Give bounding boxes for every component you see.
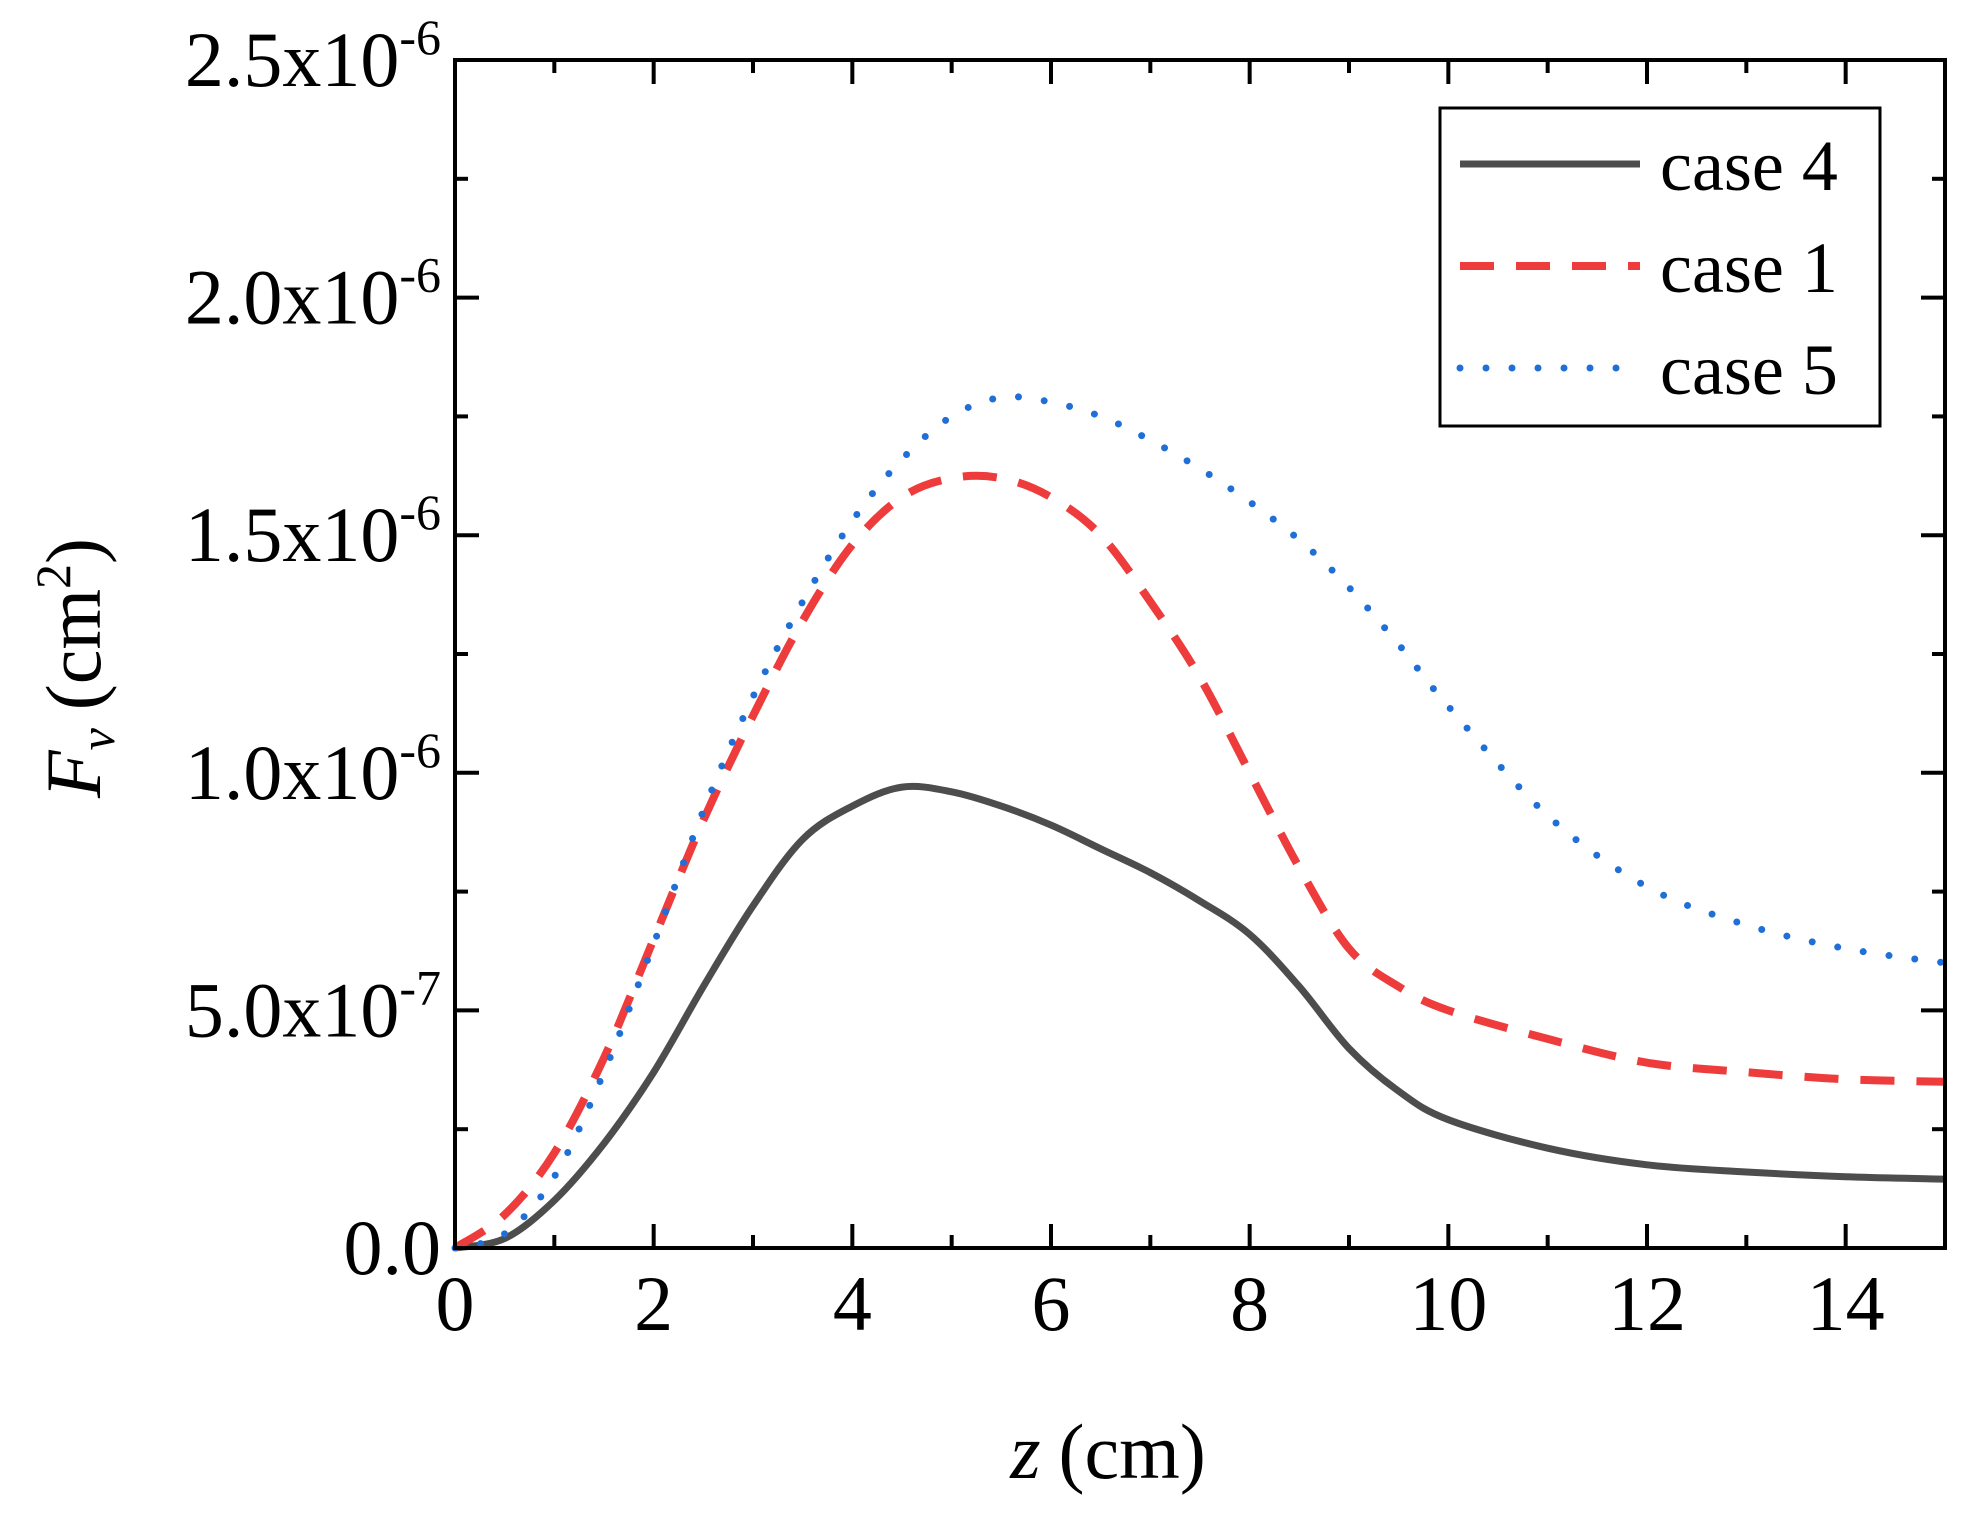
x-tick-label: 8 (1230, 1260, 1269, 1347)
y-tick-label: 2.5x10-6 (185, 9, 441, 103)
legend-label-case-4: case 4 (1660, 126, 1838, 206)
legend-label-case-5: case 5 (1660, 330, 1838, 410)
series-lines (451, 393, 1949, 1252)
y-tick-label: 5.0x10-7 (185, 959, 441, 1053)
y-axis-subscript: v (69, 727, 125, 750)
tick-marks (453, 58, 1947, 1250)
y-tick-labels: 0.0 5.0x10-7 1.0x10-6 1.5x10-6 2.0x10-6 2.5x1… (185, 9, 441, 1291)
x-tick-label: 6 (1032, 1260, 1071, 1347)
y-axis-unit-open: (cm (30, 589, 117, 710)
x-tick-label: 12 (1608, 1260, 1686, 1347)
y-tick-label: 0.0 (344, 1204, 442, 1291)
legend: case 4 case 1 case 5 (1438, 106, 1882, 428)
series-line-case-4 (454, 782, 1946, 1252)
y-axis-title: Fv (cm2) (25, 538, 125, 799)
x-tick-label: 10 (1409, 1260, 1487, 1347)
legend-label-case-1: case 1 (1660, 228, 1838, 308)
x-axis-variable: z (1009, 1408, 1040, 1495)
x-axis-title: z (cm) (1009, 1408, 1206, 1495)
y-axis-variable: F (30, 749, 117, 799)
x-tick-label: 2 (634, 1260, 673, 1347)
y-tick-label: 2.0x10-6 (185, 247, 441, 341)
series-line-case-5 (451, 393, 1949, 1252)
series-line-case-1 (452, 471, 1946, 1252)
y-axis-unit-superscript: 2 (25, 564, 81, 589)
x-axis-unit: (cm) (1059, 1408, 1206, 1495)
plot-frame (453, 58, 1947, 1250)
x-tick-labels: 0 2 4 6 8 10 12 14 (436, 1260, 1885, 1347)
y-axis-unit-close: ) (30, 538, 117, 564)
y-tick-label: 1.0x10-6 (185, 722, 441, 816)
x-tick-label: 4 (833, 1260, 872, 1347)
x-tick-label: 0 (436, 1260, 475, 1347)
y-tick-label: 1.5x10-6 (185, 484, 441, 578)
x-tick-label: 14 (1807, 1260, 1885, 1347)
